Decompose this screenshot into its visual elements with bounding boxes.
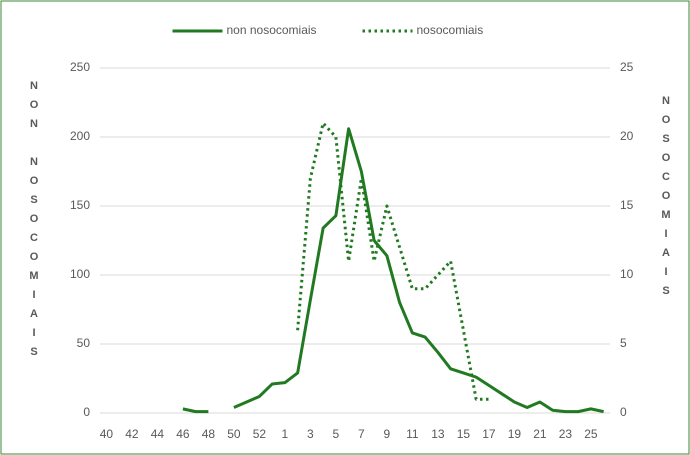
x-tick-label: 11 (406, 427, 419, 441)
y2-tick-label: 10 (620, 267, 634, 281)
x-tick-label: 23 (559, 427, 573, 441)
y-tick-label: 200 (70, 129, 90, 143)
x-tick-label: 1 (282, 427, 289, 441)
x-tick-label: 48 (202, 427, 216, 441)
x-tick-label: 50 (227, 427, 241, 441)
x-tick-label: 46 (176, 427, 190, 441)
x-tick-label: 17 (482, 427, 496, 441)
series-line (296, 121, 489, 401)
y2-tick-label: 0 (620, 405, 627, 419)
y2-tick-label: 25 (620, 60, 634, 74)
y-tick-label: 100 (70, 267, 90, 281)
x-tick-label: 9 (384, 427, 391, 441)
y-tick-label: 250 (70, 60, 90, 74)
y2-tick-label: 15 (620, 198, 634, 212)
y-tick-label: 150 (70, 198, 90, 212)
x-tick-label: 52 (253, 427, 267, 441)
x-tick-label: 3 (307, 427, 314, 441)
legend-label: non nosocomiais (227, 23, 317, 37)
x-tick-label: 21 (533, 427, 547, 441)
x-tick-label: 25 (584, 427, 598, 441)
y2-tick-label: 5 (620, 336, 627, 350)
y2-axis-title: NOSOCOMIAIS (660, 95, 672, 304)
x-tick-label: 5 (333, 427, 340, 441)
x-tick-label: 42 (125, 427, 139, 441)
y2-tick-label: 20 (620, 129, 634, 143)
x-tick-label: 13 (431, 427, 445, 441)
y-tick-label: 0 (83, 405, 90, 419)
x-tick-label: 19 (508, 427, 522, 441)
series-line (182, 127, 604, 414)
legend-label: nosocomiais (417, 23, 484, 37)
x-tick-label: 7 (358, 427, 365, 441)
x-tick-label: 15 (457, 427, 471, 441)
y-axis-title: NON NOSOCOMIAIS (28, 80, 40, 365)
x-tick-label: 44 (151, 427, 165, 441)
y-tick-label: 50 (77, 336, 91, 350)
x-tick-label: 40 (100, 427, 114, 441)
